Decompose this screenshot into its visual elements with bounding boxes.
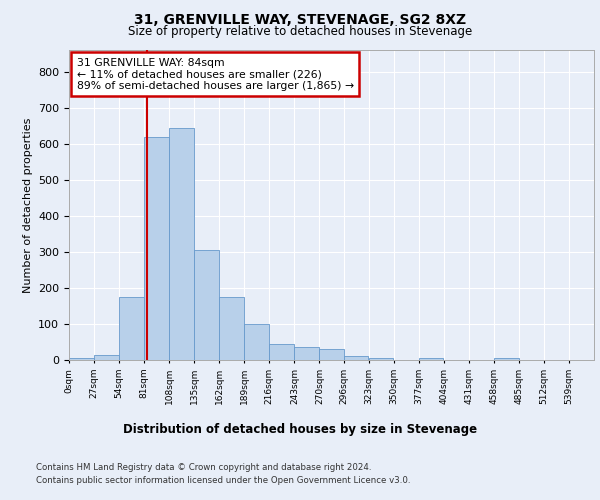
Bar bbox=[169, 128, 194, 360]
Bar bbox=[269, 344, 294, 360]
Text: Size of property relative to detached houses in Stevenage: Size of property relative to detached ho… bbox=[128, 25, 472, 38]
Bar bbox=[119, 297, 144, 360]
Bar bbox=[295, 348, 319, 360]
Text: Contains HM Land Registry data © Crown copyright and database right 2024.: Contains HM Land Registry data © Crown c… bbox=[36, 462, 371, 471]
Bar bbox=[194, 250, 219, 360]
Text: 31 GRENVILLE WAY: 84sqm
← 11% of detached houses are smaller (226)
89% of semi-d: 31 GRENVILLE WAY: 84sqm ← 11% of detache… bbox=[77, 58, 354, 91]
Text: Contains public sector information licensed under the Open Government Licence v3: Contains public sector information licen… bbox=[36, 476, 410, 485]
Bar bbox=[144, 136, 169, 360]
Bar bbox=[69, 358, 94, 360]
Bar bbox=[419, 358, 443, 360]
Bar bbox=[368, 358, 394, 360]
Y-axis label: Number of detached properties: Number of detached properties bbox=[23, 118, 32, 292]
Bar bbox=[494, 358, 518, 360]
Text: 31, GRENVILLE WAY, STEVENAGE, SG2 8XZ: 31, GRENVILLE WAY, STEVENAGE, SG2 8XZ bbox=[134, 12, 466, 26]
Text: Distribution of detached houses by size in Stevenage: Distribution of detached houses by size … bbox=[123, 422, 477, 436]
Bar bbox=[319, 349, 344, 360]
Bar bbox=[219, 297, 244, 360]
Bar bbox=[94, 354, 119, 360]
Bar bbox=[344, 356, 368, 360]
Bar bbox=[244, 324, 269, 360]
